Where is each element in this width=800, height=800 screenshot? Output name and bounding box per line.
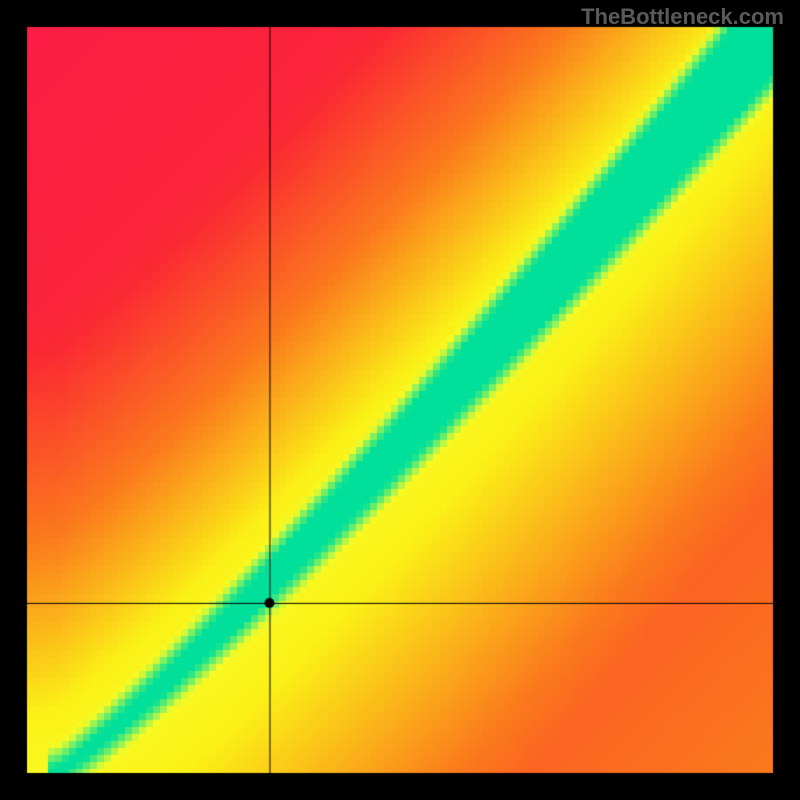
watermark-text: TheBottleneck.com xyxy=(581,4,784,30)
chart-container: TheBottleneck.com xyxy=(0,0,800,800)
bottleneck-heatmap xyxy=(0,0,800,800)
